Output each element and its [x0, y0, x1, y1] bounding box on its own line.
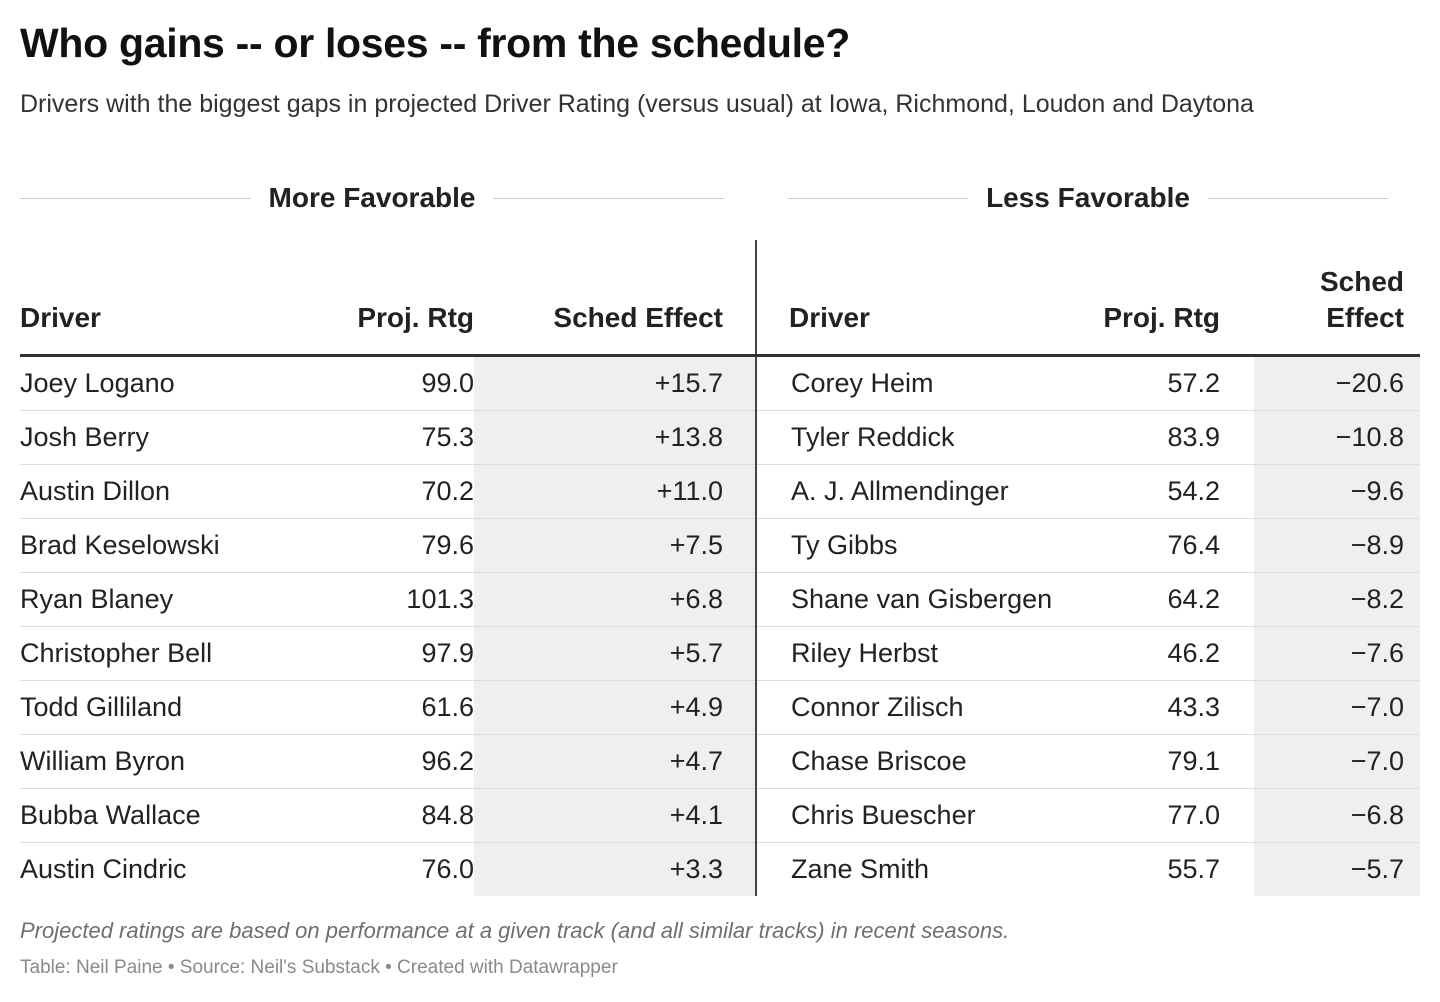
- cell-sched-effect-right: −8.9: [1254, 518, 1420, 573]
- cell-sched-effect-right: −5.7: [1254, 842, 1420, 896]
- cell-proj-rtg-right: 83.9: [1086, 410, 1254, 465]
- cell-proj-rtg-left: 97.9: [310, 626, 474, 681]
- group-rule: [1207, 197, 1388, 199]
- group-header-more-favorable: More Favorable: [20, 178, 725, 218]
- cell-sched-effect-right: −6.8: [1254, 788, 1420, 843]
- group-label-more-favorable: More Favorable: [268, 182, 476, 213]
- cell-driver-right: Zane Smith: [791, 854, 930, 884]
- cell-driver-left: Brad Keselowski: [20, 518, 310, 573]
- cell-proj-rtg-right: 77.0: [1086, 788, 1254, 843]
- cell-proj-rtg-right: 55.7: [1167, 854, 1220, 884]
- cell-proj-rtg-left: 70.2: [310, 464, 474, 519]
- schedule-effect-table: Driver Proj. Rtg Sched Effect Driver Pro…: [20, 240, 1420, 896]
- cell-driver-right: Ty Gibbs: [756, 518, 1086, 573]
- cell-driver-left: Austin Cindric: [20, 854, 187, 884]
- cell-driver-right: Connor Zilisch: [756, 680, 1086, 735]
- cell-proj-rtg-right: 54.2: [1086, 464, 1254, 519]
- cell-driver-left: Bubba Wallace: [20, 788, 310, 843]
- table-row: Joey Logano 99.0 +15.7 Corey Heim 57.2 −20.6: [20, 355, 1420, 411]
- table-row: Ryan Blaney 101.3 +6.8 Shane van Gisbergen 6…: [20, 572, 1420, 627]
- cell-driver-left: Christopher Bell: [20, 626, 310, 681]
- cell-sched-effect-right: −7.0: [1254, 734, 1420, 789]
- table-row: Josh Berry 75.3 +13.8 Tyler Reddick 83.9 −10.…: [20, 410, 1420, 465]
- cell-proj-rtg-right: 57.2: [1086, 355, 1254, 411]
- cell-driver-left: Austin Dillon: [20, 464, 310, 519]
- cell-sched-effect-right: −8.2: [1254, 572, 1420, 627]
- cell-proj-rtg-left: 84.8: [310, 788, 474, 843]
- chart-subtitle: Drivers with the biggest gaps in project…: [20, 90, 1254, 118]
- cell-sched-effect-right: −9.6: [1254, 464, 1420, 519]
- cell-proj-rtg-left: 75.3: [310, 410, 474, 465]
- cell-proj-rtg-left: 96.2: [310, 734, 474, 789]
- cell-proj-rtg-left: 101.3: [310, 572, 474, 627]
- cell-driver-right: Riley Herbst: [756, 626, 1086, 681]
- table-row: Brad Keselowski 79.6 +7.5 Ty Gibbs 76.4 −8.9: [20, 518, 1420, 573]
- cell-proj-rtg-left: 79.6: [310, 518, 474, 573]
- cell-sched-effect-left: +4.1: [474, 788, 757, 843]
- cell-sched-effect-left: +5.7: [474, 626, 757, 681]
- cell-driver-left: Todd Gilliland: [20, 680, 310, 735]
- chart-title: Who gains -- or loses -- from the schedu…: [20, 20, 850, 66]
- group-header-less-favorable: Less Favorable: [788, 178, 1388, 218]
- cell-sched-effect-left: +11.0: [474, 464, 757, 519]
- table-row: Christopher Bell 97.9 +5.7 Riley Herbst 46.2…: [20, 626, 1420, 681]
- col-header-sched-line2: Effect: [1326, 302, 1404, 333]
- cell-proj-rtg-right: 76.4: [1086, 518, 1254, 573]
- cell-proj-rtg-left: 61.6: [310, 680, 474, 735]
- cell-proj-rtg-right: 79.1: [1086, 734, 1254, 789]
- group-rule: [788, 197, 969, 199]
- cell-driver-right: Shane van Gisbergen: [756, 572, 1086, 627]
- col-header-driver-left: Driver: [20, 240, 310, 357]
- cell-proj-rtg-left: 99.0: [310, 355, 474, 411]
- col-header-proj-rtg-right: Proj. Rtg: [1086, 240, 1254, 357]
- cell-sched-effect-left: +13.8: [474, 410, 757, 465]
- col-header-sched-effect-right: Sched Effect: [1254, 240, 1420, 357]
- table-row: Austin Dillon 70.2 +11.0 A. J. Allmendinger…: [20, 464, 1420, 519]
- cell-sched-effect-left: +4.9: [474, 680, 757, 735]
- cell-driver-right: A. J. Allmendinger: [756, 464, 1086, 519]
- cell-proj-rtg-right: 64.2: [1086, 572, 1254, 627]
- table-header-row: Driver Proj. Rtg Sched Effect Driver Pro…: [20, 240, 1420, 357]
- group-rule: [20, 197, 251, 199]
- cell-sched-effect-right: −7.0: [1254, 680, 1420, 735]
- cell-driver-right: Chase Briscoe: [756, 734, 1086, 789]
- cell-driver-left: William Byron: [20, 734, 310, 789]
- cell-sched-effect-left: +6.8: [474, 572, 757, 627]
- footnote: Projected ratings are based on performan…: [20, 918, 1010, 943]
- cell-sched-effect-left: +7.5: [474, 518, 757, 573]
- source-credit: Table: Neil Paine • Source: Neil's Subst…: [20, 957, 618, 978]
- table-body: Joey Logano 99.0 +15.7 Corey Heim 57.2 −20.6 J…: [20, 355, 1420, 896]
- group-label-less-favorable: Less Favorable: [986, 182, 1190, 213]
- cell-sched-effect-right: −20.6: [1254, 355, 1420, 411]
- col-header-driver-right: Driver: [756, 240, 1086, 357]
- table-row: Todd Gilliland 61.6 +4.9 Connor Zilisch 43.3…: [20, 680, 1420, 735]
- cell-proj-rtg-right: 43.3: [1086, 680, 1254, 735]
- cell-proj-rtg-right: 46.2: [1086, 626, 1254, 681]
- cell-proj-rtg-left: 76.0: [421, 854, 474, 884]
- table-row: Bubba Wallace 84.8 +4.1 Chris Buescher 77.0−…: [20, 788, 1420, 843]
- cell-driver-right: Chris Buescher: [756, 788, 1086, 843]
- col-header-proj-rtg-left: Proj. Rtg: [310, 240, 474, 357]
- cell-sched-effect-right: −7.6: [1254, 626, 1420, 681]
- cell-sched-effect-left: +15.7: [474, 355, 757, 411]
- cell-sched-effect-left: +4.7: [474, 734, 757, 789]
- col-header-sched-effect-left: Sched Effect: [474, 240, 757, 357]
- cell-driver-right: Corey Heim: [756, 355, 1086, 411]
- group-rule: [493, 197, 725, 199]
- cell-driver-right: Tyler Reddick: [756, 410, 1086, 465]
- cell-sched-effect-left: +3.3: [474, 842, 757, 896]
- table-row: Austin Cindric 76.0 +3.3 Zane Smith 55.7 −5.7: [20, 842, 1420, 896]
- cell-driver-left: Joey Logano: [20, 355, 310, 411]
- cell-sched-effect-right: −10.8: [1254, 410, 1420, 465]
- col-header-sched-line1: Sched: [1319, 266, 1404, 297]
- table-row: William Byron 96.2 +4.7 Chase Briscoe 79.1 −7…: [20, 734, 1420, 789]
- cell-driver-left: Josh Berry: [20, 410, 310, 465]
- cell-driver-left: Ryan Blaney: [20, 572, 310, 627]
